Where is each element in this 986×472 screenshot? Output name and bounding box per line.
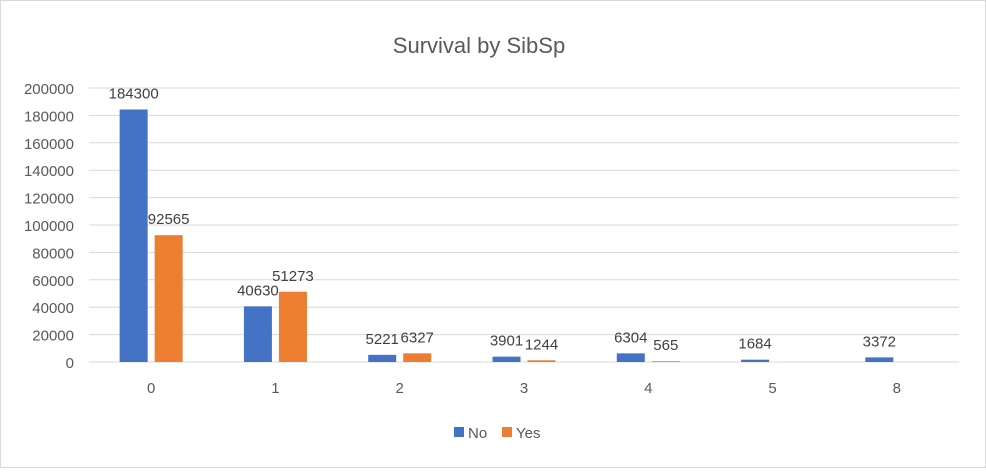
y-tick-label: 100000 — [24, 218, 74, 235]
x-tick-label: 0 — [147, 380, 155, 397]
data-label: 1244 — [525, 336, 558, 353]
bar-no-1 — [243, 306, 272, 362]
data-label: 3372 — [863, 333, 896, 350]
y-tick-label: 40000 — [32, 300, 74, 317]
y-tick-label: 0 — [66, 355, 74, 372]
data-label: 184300 — [109, 86, 159, 103]
data-label: 6304 — [614, 329, 647, 346]
bar-yes-3 — [527, 360, 556, 362]
x-tick-label: 2 — [396, 380, 404, 397]
bar-yes-1 — [278, 291, 307, 362]
data-label: 565 — [653, 337, 678, 354]
x-tick-label: 5 — [768, 380, 776, 397]
y-tick-label: 120000 — [24, 191, 74, 208]
x-tick-label: 3 — [520, 380, 528, 397]
bars — [119, 109, 894, 362]
chart-title: Survival by SibSp — [393, 33, 565, 58]
legend-label-yes: Yes — [516, 425, 540, 442]
data-label: 40630 — [237, 282, 279, 299]
bar-no-5 — [741, 359, 770, 362]
x-tick-label: 8 — [893, 380, 901, 397]
y-tick-label: 200000 — [24, 81, 74, 98]
bar-yes-2 — [403, 353, 432, 362]
y-axis-ticks: 0 20000 40000 60000 80000 100000 120000 140000 1… — [24, 81, 74, 372]
data-label: 51273 — [272, 268, 314, 285]
data-label: 6327 — [401, 329, 434, 346]
legend-swatch-no — [454, 427, 464, 437]
y-tick-label: 160000 — [24, 136, 74, 153]
bar-yes-0 — [154, 235, 183, 362]
data-label: 5221 — [366, 331, 399, 348]
x-tick-label: 1 — [271, 380, 279, 397]
bar-no-0 — [119, 109, 148, 362]
y-tick-label: 20000 — [32, 328, 74, 345]
gridlines — [89, 87, 959, 363]
bar-no-4 — [616, 353, 645, 362]
data-label: 92565 — [148, 211, 190, 228]
y-tick-label: 140000 — [24, 163, 74, 180]
legend-swatch-yes — [502, 427, 512, 437]
x-axis-ticks: 0 1 2 3 4 5 8 — [147, 380, 901, 397]
y-tick-label: 80000 — [32, 245, 74, 262]
bar-no-2 — [368, 354, 397, 362]
data-label: 3901 — [490, 333, 523, 350]
data-label: 1684 — [738, 336, 771, 353]
legend-label-no: No — [468, 425, 487, 442]
y-tick-label: 180000 — [24, 108, 74, 125]
bar-no-8 — [865, 357, 894, 362]
legend: No Yes — [454, 425, 540, 442]
y-tick-label: 60000 — [32, 273, 74, 290]
bar-yes-4 — [651, 361, 680, 362]
x-tick-label: 4 — [644, 380, 652, 397]
bar-no-3 — [492, 356, 521, 362]
